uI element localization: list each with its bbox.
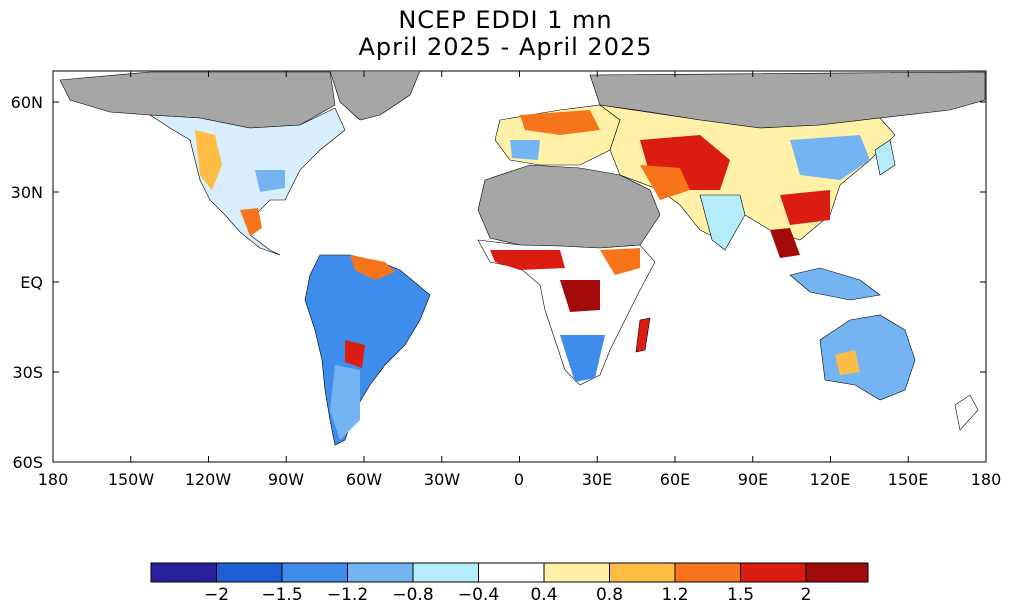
x-tick-label: 120W bbox=[185, 470, 232, 489]
africa-land bbox=[477, 239, 656, 386]
sa-amazon-dry bbox=[350, 255, 395, 280]
colorbar-label: −0.4 bbox=[458, 585, 499, 605]
y-tick-label: EQ bbox=[20, 273, 43, 292]
madagascar bbox=[635, 317, 651, 353]
china-wet bbox=[790, 135, 870, 180]
x-tick-label: 0 bbox=[514, 470, 524, 489]
x-tick-label: 150W bbox=[108, 470, 155, 489]
x-tick-label: 150E bbox=[888, 470, 929, 489]
australia-land bbox=[819, 314, 916, 401]
y-axis-ticks bbox=[53, 101, 986, 463]
new-zealand bbox=[954, 394, 979, 431]
mexico-anomaly bbox=[240, 208, 262, 236]
colorbar-swatch bbox=[609, 562, 676, 583]
y-tick-label: 60N bbox=[11, 93, 43, 112]
colorbar-label: −2 bbox=[204, 585, 229, 605]
colorbar-swatch bbox=[281, 562, 348, 583]
na-gulf-anomaly bbox=[255, 170, 285, 192]
x-axis-labels: 180 150W 120W 90W 60W 30W 0 30E 60E 90E … bbox=[38, 470, 1002, 489]
sa-south-wet bbox=[330, 365, 360, 440]
colorbar-swatch bbox=[740, 562, 807, 583]
x-tick-label: 30E bbox=[582, 470, 612, 489]
x-tick-label: 30W bbox=[424, 470, 460, 489]
colorbar-swatch bbox=[412, 562, 479, 583]
x-tick-label: 180 bbox=[971, 470, 1002, 489]
colorbar-swatch bbox=[543, 562, 610, 583]
y-tick-label: 60S bbox=[12, 453, 43, 472]
europe-wet bbox=[510, 140, 540, 160]
europe-north-dry bbox=[520, 110, 600, 135]
se-asia-dry bbox=[770, 228, 800, 258]
colorbar-swatch bbox=[216, 562, 283, 583]
west-africa-dry bbox=[490, 250, 565, 270]
y-tick-label: 30N bbox=[11, 183, 43, 202]
x-tick-label: 180 bbox=[38, 470, 69, 489]
south-africa-wet bbox=[560, 335, 605, 382]
colorbar-swatch bbox=[347, 562, 414, 583]
japan bbox=[874, 139, 896, 176]
na-west-anomaly bbox=[195, 130, 222, 190]
australia-dry bbox=[835, 350, 860, 375]
central-africa-dry bbox=[560, 280, 600, 312]
indonesia bbox=[789, 267, 881, 301]
colorbar-label: 1.2 bbox=[661, 585, 688, 605]
x-tick-label: 90E bbox=[738, 470, 768, 489]
x-tick-label: 60W bbox=[346, 470, 382, 489]
colorbar-label: 0.4 bbox=[530, 585, 557, 605]
colorbar-swatch bbox=[150, 562, 217, 583]
colorbar-swatch bbox=[674, 562, 741, 583]
india-land bbox=[699, 194, 746, 251]
colorbar-label: −1.2 bbox=[327, 585, 368, 605]
map-subtitle: April 2025 - April 2025 bbox=[358, 33, 653, 61]
x-axis-ticks bbox=[52, 71, 987, 462]
x-tick-label: 90W bbox=[268, 470, 304, 489]
sa-chaco-dry bbox=[345, 340, 365, 368]
y-axis-labels: 60N 30N EQ 30S 60S bbox=[11, 93, 43, 472]
colorbar-label: 1.5 bbox=[727, 585, 754, 605]
east-africa-anomaly bbox=[600, 248, 640, 275]
y-tick-label: 30S bbox=[12, 363, 43, 382]
x-tick-label: 120E bbox=[810, 470, 851, 489]
colorbar-label: −0.8 bbox=[392, 585, 433, 605]
colorbar: −2 −1.5 −1.2 −0.8 −0.4 0.4 0.8 1.2 1.5 2 bbox=[150, 562, 869, 605]
colorbar-label: 2 bbox=[801, 585, 812, 605]
map-title: NCEP EDDI 1 mn bbox=[398, 6, 613, 34]
colorbar-swatch bbox=[478, 562, 545, 583]
greenland-nodata bbox=[329, 71, 421, 121]
middle-east-dry bbox=[640, 165, 690, 200]
south-china-dry bbox=[780, 190, 830, 225]
colorbar-label: 0.8 bbox=[596, 585, 623, 605]
map-field bbox=[59, 71, 986, 446]
colorbar-swatch bbox=[805, 562, 869, 583]
colorbar-label: −1.5 bbox=[261, 585, 302, 605]
x-tick-label: 60E bbox=[660, 470, 690, 489]
